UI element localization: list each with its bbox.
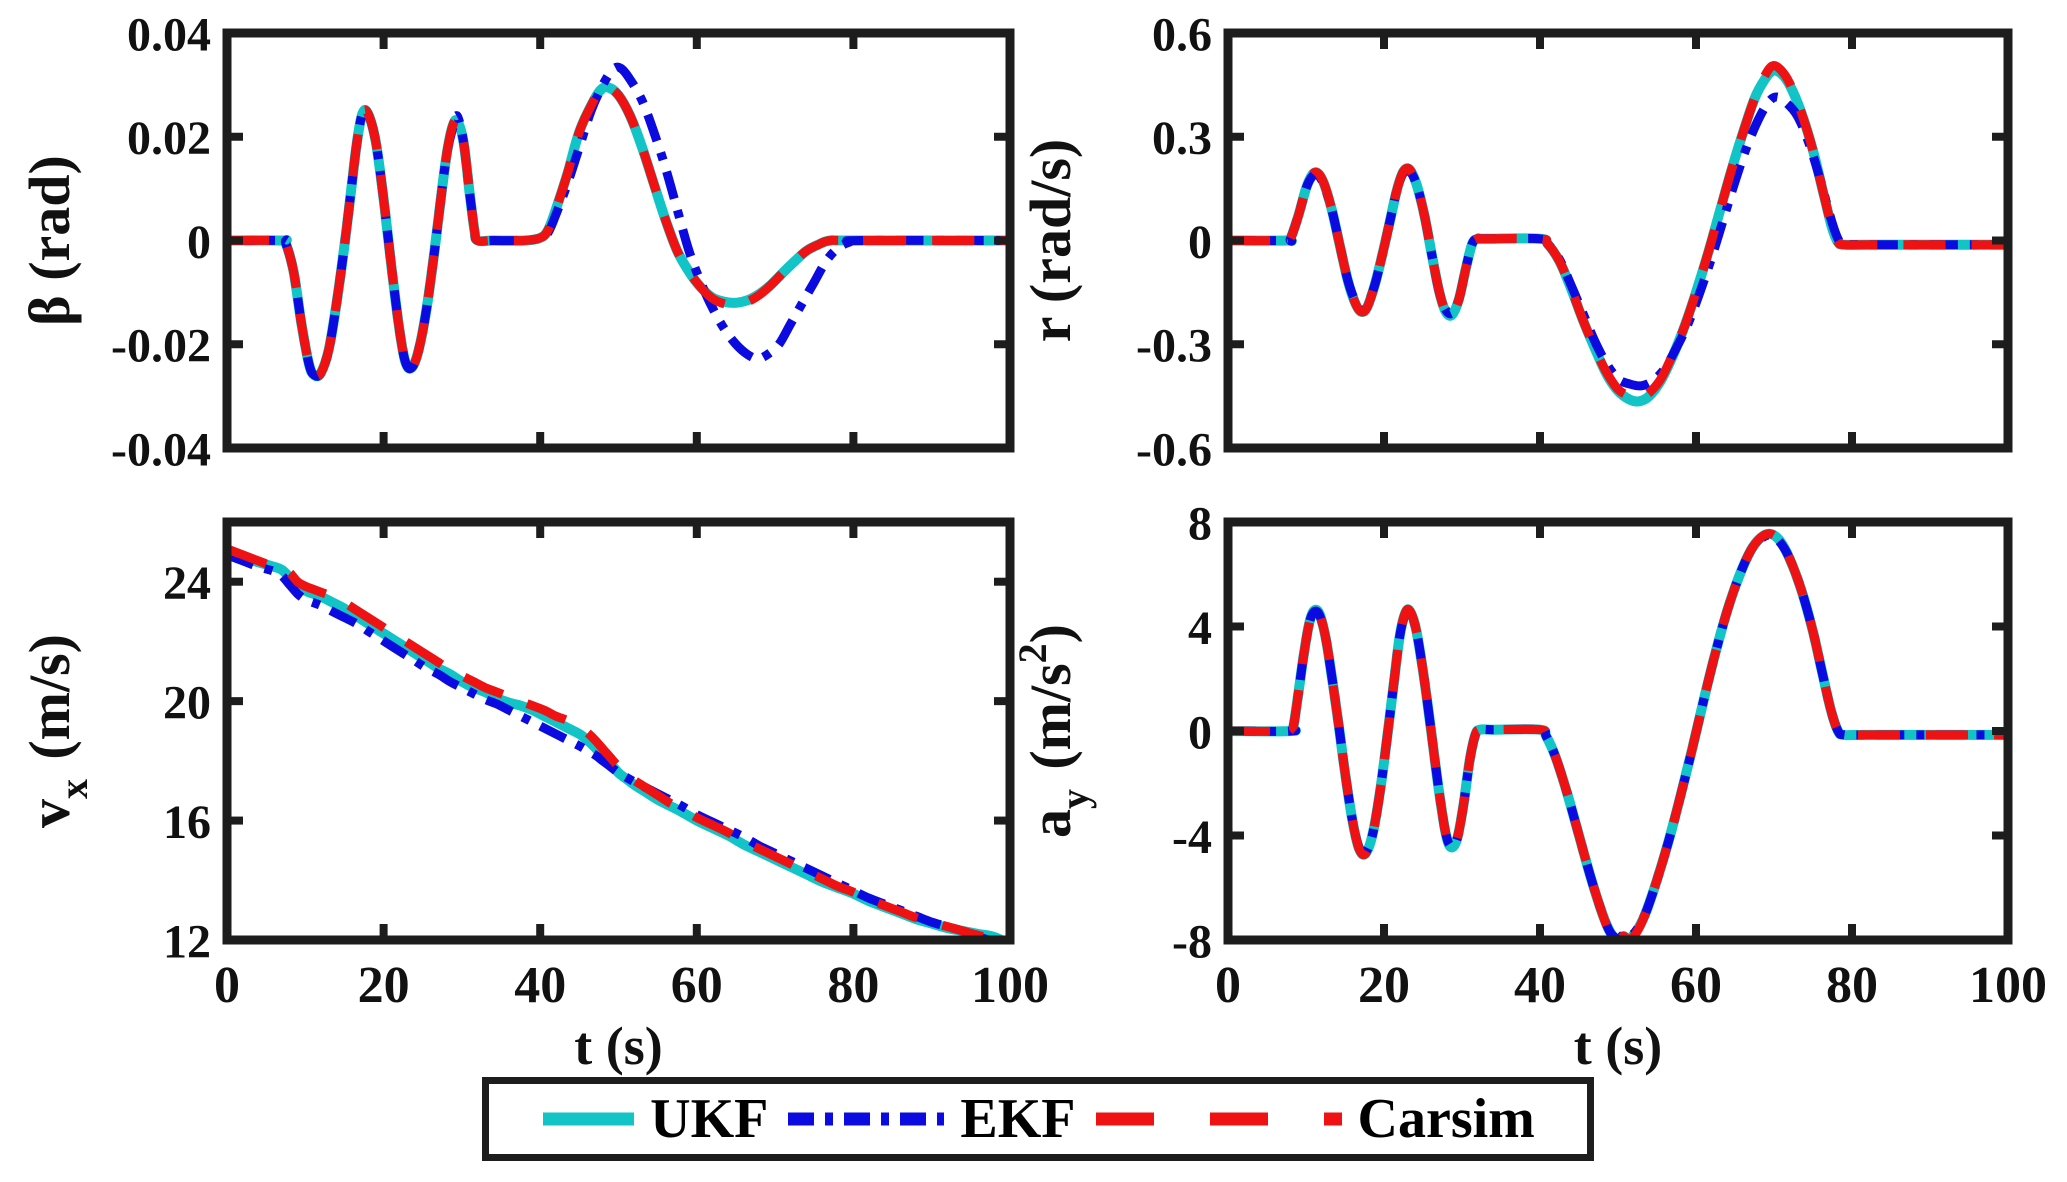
y-tick-label: 0 [187, 216, 211, 269]
x-tick-label: 40 [514, 957, 566, 1014]
y-tick-label: -0.02 [111, 320, 211, 373]
plot-3-curves [1228, 528, 2008, 940]
y-tick-label: -8 [1172, 915, 1212, 968]
y-tick-label: 0 [1188, 706, 1212, 759]
y-tick-label: 0.04 [127, 8, 211, 61]
legend-item-ukf: UKF [541, 1091, 768, 1147]
y-tick-label: 12 [163, 915, 211, 968]
y-tick-label: -0.04 [111, 423, 211, 476]
series-ekf [227, 550, 1006, 940]
y-tick-label: -0.3 [1136, 320, 1212, 373]
series-carsim [1228, 529, 2008, 940]
y-tick-label: 20 [163, 676, 211, 729]
ukf-line-swatch [543, 1112, 635, 1126]
legend-item-ekf: EKF [786, 1088, 1076, 1150]
y-axis-label: r (rad/s) [1018, 139, 1083, 343]
legend-label-ekf: EKF [960, 1088, 1076, 1150]
x-axis-label: t (s) [574, 1016, 662, 1076]
plot-1-curves [1228, 61, 2008, 407]
legend-item-carsim: Carsim [1094, 1091, 1535, 1147]
y-tick-label: 4 [1188, 602, 1212, 655]
x-tick-label: 80 [827, 957, 879, 1014]
ekf-line-swatch [788, 1112, 945, 1126]
y-tick-label: -4 [1172, 811, 1212, 864]
legend: UKF EKF Carsim [482, 1077, 1594, 1161]
y-tick-label: -0.6 [1136, 423, 1212, 476]
y-tick-label: 0 [1188, 216, 1212, 269]
legend-label-carsim: Carsim [1357, 1088, 1535, 1150]
x-tick-label: 100 [1969, 957, 2047, 1014]
y-tick-label: 24 [163, 557, 211, 610]
series-carsim [227, 544, 1010, 940]
x-tick-label: 20 [1358, 957, 1410, 1014]
series-carsim [1228, 61, 2008, 403]
x-tick-label: 20 [358, 957, 410, 1014]
y-tick-label: 16 [163, 796, 211, 849]
series-ekf [1228, 92, 2008, 391]
x-tick-label: 0 [214, 957, 240, 1014]
x-tick-label: 0 [1215, 957, 1241, 1014]
legend-label-ukf: UKF [650, 1088, 769, 1150]
series-ukf [227, 547, 1010, 940]
series-carsim [227, 82, 1010, 381]
y-tick-label: 8 [1188, 497, 1212, 550]
y-tick-label: 0.3 [1152, 112, 1212, 165]
y-axis-label: β (rad) [17, 155, 82, 326]
y-axis-label: ay (m/s2) [1010, 624, 1097, 838]
y-axis-label: vx (m/s) [17, 634, 96, 828]
x-tick-label: 60 [671, 957, 723, 1014]
plot-0-curves [227, 62, 1010, 382]
y-tick-label: 0.02 [127, 112, 211, 165]
plot-2-box [222, 517, 1015, 945]
y-tick-label: 0.6 [1152, 8, 1212, 61]
plot-2-curves [227, 544, 1010, 940]
x-tick-label: 100 [971, 957, 1049, 1014]
series-ukf [1228, 65, 2008, 407]
x-tick-label: 80 [1826, 957, 1878, 1014]
carsim-line-swatch [1095, 1112, 1342, 1126]
x-axis-label: t (s) [1574, 1016, 1662, 1076]
x-tick-label: 40 [1514, 957, 1566, 1014]
x-tick-label: 60 [1670, 957, 1722, 1014]
